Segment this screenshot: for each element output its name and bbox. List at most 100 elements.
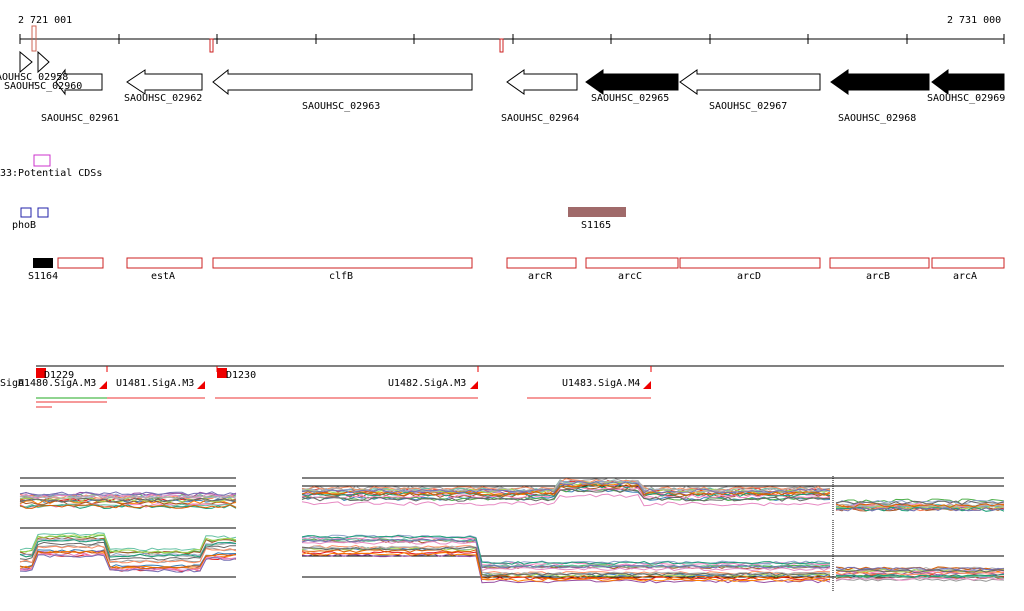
operon-label-arcb: arcB <box>866 271 890 282</box>
gene-arrow-02969[interactable] <box>931 69 1005 95</box>
operon-box-unnamed[interactable] <box>57 257 104 269</box>
gene-label-02969: SAOUHSC_02969 <box>927 93 1005 104</box>
expression-curve <box>301 480 831 494</box>
expression-curve <box>19 493 237 499</box>
promoter-d1229-marker[interactable] <box>36 368 46 378</box>
phob-label: phoB <box>12 220 36 231</box>
promoter-u1482-label: U1482.SigA.M3 <box>388 378 466 389</box>
operon-box-arcr[interactable] <box>506 257 577 269</box>
expression-profile-upper <box>19 476 1005 516</box>
gene-arrow-forward-small[interactable] <box>37 50 50 74</box>
ruler-marker-1[interactable] <box>31 25 37 52</box>
expression-upper-curves <box>19 478 1005 512</box>
expression-curve <box>301 540 831 572</box>
operon-box-arcc[interactable] <box>585 257 679 269</box>
expression-curve <box>301 485 831 499</box>
expression-curve <box>301 550 831 581</box>
expression-curve <box>301 549 831 580</box>
phob-box-1[interactable] <box>20 207 32 218</box>
gene-arrow-02960[interactable] <box>55 68 103 96</box>
expression-curve <box>301 493 831 507</box>
s1165-label: S1165 <box>581 220 611 231</box>
expression-curve <box>835 503 1005 509</box>
phob-box-2[interactable] <box>37 207 49 218</box>
operon-box-clfb[interactable] <box>212 257 473 269</box>
regulatory-track: phoB S1165 <box>12 207 626 231</box>
operon-box-arcd[interactable] <box>679 257 821 269</box>
gene-arrow-02967[interactable] <box>679 69 821 95</box>
ruler-ticks <box>19 34 1005 44</box>
promoter-u1480-flag[interactable] <box>99 381 107 389</box>
expression-curve <box>19 541 237 561</box>
promoter-u1482-flag[interactable] <box>470 381 478 389</box>
expression-curve <box>301 551 831 582</box>
expression-curve <box>835 566 1005 571</box>
gene-label-02962: SAOUHSC_02962 <box>124 93 202 104</box>
expression-curve <box>19 534 237 554</box>
expression-curve <box>301 534 831 565</box>
gene-arrow-02963[interactable] <box>212 68 473 96</box>
ruler-marker-2[interactable] <box>209 38 214 53</box>
s1164-feature[interactable] <box>33 258 53 268</box>
expression-curve <box>19 497 237 503</box>
expression-curve <box>19 545 237 564</box>
gene-label-02958: SAOUHSC_02958 <box>0 72 68 83</box>
promoter-u1480-label: U1480.SigA.M3 <box>18 378 96 389</box>
promoter-u1483-flag[interactable] <box>643 381 651 389</box>
operon-label-arcd: arcD <box>737 271 761 282</box>
operon-box-esta[interactable] <box>126 257 203 269</box>
promoter-track-label: SigA <box>0 378 24 389</box>
gene-arrow-02968[interactable] <box>830 69 930 95</box>
expression-curve <box>301 546 831 577</box>
gene-label-02964: SAOUHSC_02964 <box>501 113 579 124</box>
gene-label-02960: SAOUHSC_02960 <box>4 81 82 92</box>
potential-cds-box[interactable] <box>33 154 51 167</box>
promoter-d1230-label: D1230 <box>226 370 256 381</box>
gene-arrow-02964[interactable] <box>506 69 578 95</box>
operon-box-arca[interactable] <box>931 257 1005 269</box>
expression-curve <box>835 571 1005 576</box>
operon-label-arcc: arcC <box>618 271 642 282</box>
expression-curve <box>835 500 1005 506</box>
gene-label-02968: SAOUHSC_02968 <box>838 113 916 124</box>
s1165-feature[interactable] <box>568 207 626 217</box>
promoter-track: SigA D1229 U1480.SigA.M3 U1481.SigA.M3 D… <box>0 365 1004 408</box>
expression-upper-frame <box>20 476 1004 516</box>
gene-arrow-forward-small[interactable] <box>19 50 33 74</box>
gene-track: SAOUHSC_02958 SAOUHSC_02960 SAOUHSC_0296… <box>0 50 1005 124</box>
ruler-end-label: 2 731 000 <box>947 15 1001 26</box>
gene-label-02967: SAOUHSC_02967 <box>709 101 787 112</box>
operon-box-arcb[interactable] <box>829 257 930 269</box>
gene-arrow-02962[interactable] <box>126 69 203 95</box>
coordinate-ruler: 2 721 001 2 731 000 <box>18 15 1005 53</box>
potential-cds-label: 33:Potential CDSs <box>0 168 102 179</box>
expression-curve <box>301 478 831 492</box>
ruler-marker-3[interactable] <box>499 38 504 53</box>
expression-curve <box>19 538 237 558</box>
s1164-label: S1164 <box>28 271 58 282</box>
expression-curve <box>301 538 831 569</box>
promoter-d1229-label: D1229 <box>44 370 74 381</box>
promoter-d1230-marker[interactable] <box>217 368 227 378</box>
gene-label-02965: SAOUHSC_02965 <box>591 93 669 104</box>
expression-curve <box>301 488 831 502</box>
expression-curve <box>835 569 1005 574</box>
expression-curve <box>19 539 237 558</box>
expression-curve <box>19 494 237 500</box>
promoter-u1481-flag[interactable] <box>197 381 205 389</box>
operon-label-esta: estA <box>151 271 175 282</box>
expression-curve <box>19 550 237 570</box>
promoter-u1481-label: U1481.SigA.M3 <box>116 378 194 389</box>
expression-curve <box>301 484 831 497</box>
operon-label-arca: arcA <box>953 271 977 282</box>
gene-label-02961: SAOUHSC_02961 <box>41 113 119 124</box>
expression-curve <box>301 553 831 584</box>
expression-curve <box>19 493 237 499</box>
promoter-u1483-label: U1483.SigA.M4 <box>562 378 640 389</box>
expression-lower-curves <box>19 532 1005 584</box>
expression-curve <box>835 573 1005 578</box>
expression-curve <box>835 578 1005 582</box>
gene-arrow-02965[interactable] <box>585 69 679 95</box>
ruler-start-label: 2 721 001 <box>18 15 72 26</box>
gene-label-02963: SAOUHSC_02963 <box>302 101 380 112</box>
